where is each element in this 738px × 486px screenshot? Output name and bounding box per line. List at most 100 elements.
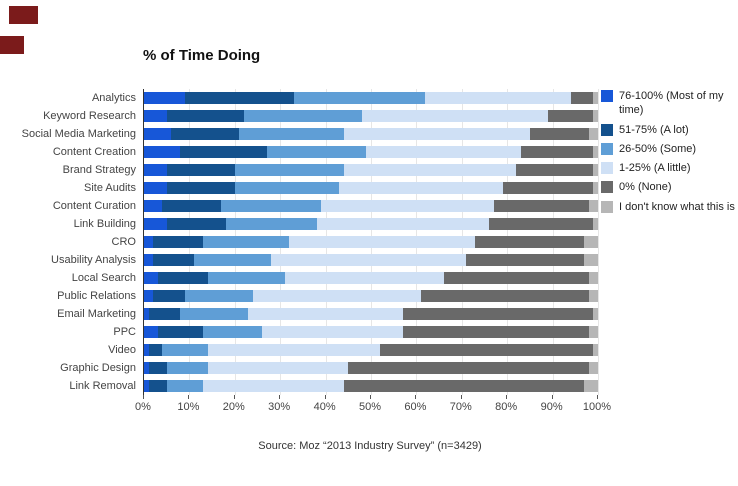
bar-segment[interactable] [502,182,594,194]
bar-segment[interactable] [588,290,598,302]
bar-segment[interactable] [153,254,194,266]
bar-segment[interactable] [166,164,235,176]
bar-segment[interactable] [252,290,421,302]
bar-segment[interactable] [144,182,167,194]
bar-segment[interactable] [593,182,598,194]
bar-segment[interactable] [321,200,494,212]
bar-segment[interactable] [203,380,344,392]
bar-segment[interactable] [144,290,154,302]
bar-segment[interactable] [144,326,158,338]
bar-segment[interactable] [203,326,263,338]
bar-segment[interactable] [489,218,594,230]
bar-segment[interactable] [157,272,208,284]
bar-segment[interactable] [466,254,585,266]
bar-segment[interactable] [593,344,598,356]
bar-segment[interactable] [361,110,549,122]
bar-segment[interactable] [148,308,181,320]
bar-segment[interactable] [593,110,598,122]
bar-segment[interactable] [593,308,598,320]
bar-segment[interactable] [266,146,367,158]
bar-segment[interactable] [144,146,181,158]
bar-segment[interactable] [166,380,203,392]
bar-segment[interactable] [548,110,594,122]
bar-segment[interactable] [425,92,571,104]
bar-segment[interactable] [153,290,185,302]
bar-segment[interactable] [184,290,253,302]
bar-segment[interactable] [144,128,172,140]
bar-segment[interactable] [420,290,589,302]
bar-segment[interactable] [184,92,294,104]
bar-segment[interactable] [443,272,589,284]
bar-segment[interactable] [221,200,322,212]
bar-segment[interactable] [225,218,317,230]
bar-segment[interactable] [588,128,598,140]
bar-segment[interactable] [193,254,272,266]
bar-segment[interactable] [144,218,167,230]
bar-segment[interactable] [593,92,598,104]
bar-segment[interactable] [493,200,589,212]
bar-segment[interactable] [339,182,503,194]
bar-segment[interactable] [166,110,244,122]
bar-segment[interactable] [144,272,158,284]
bar-segment[interactable] [162,344,208,356]
bar-segment[interactable] [593,218,598,230]
bar-segment[interactable] [144,236,154,248]
bar-segment[interactable] [593,164,598,176]
bar-segment[interactable] [316,218,490,230]
bar-segment[interactable] [207,272,285,284]
bar-segment[interactable] [144,200,163,212]
bar-segment[interactable] [380,344,594,356]
bar-segment[interactable] [157,326,203,338]
bar-segment[interactable] [166,218,226,230]
bar-segment[interactable] [584,380,598,392]
bar-segment[interactable] [520,146,594,158]
bar-segment[interactable] [144,110,167,122]
bar-segment[interactable] [588,272,598,284]
bar-segment[interactable] [343,380,585,392]
bar-segment[interactable] [234,182,340,194]
bar-segment[interactable] [144,164,167,176]
bar-segment[interactable] [144,254,154,266]
bar-segment[interactable] [144,344,149,356]
bar-segment[interactable] [584,236,598,248]
bar-segment[interactable] [148,380,167,392]
bar-segment[interactable] [293,92,426,104]
bar-segment[interactable] [166,182,235,194]
bar-segment[interactable] [366,146,521,158]
bar-segment[interactable] [588,362,598,374]
bar-segment[interactable] [207,344,381,356]
bar-segment[interactable] [248,308,403,320]
bar-segment[interactable] [153,236,204,248]
bar-segment[interactable] [570,92,594,104]
bar-segment[interactable] [529,128,589,140]
bar-segment[interactable] [402,308,594,320]
bar-segment[interactable] [239,128,344,140]
bar-segment[interactable] [171,128,240,140]
bar-segment[interactable] [243,110,362,122]
bar-segment[interactable] [588,326,598,338]
bar-segment[interactable] [148,344,163,356]
bar-segment[interactable] [588,200,598,212]
bar-segment[interactable] [144,362,149,374]
bar-segment[interactable] [148,362,167,374]
bar-segment[interactable] [593,146,598,158]
bar-segment[interactable] [475,236,585,248]
bar-segment[interactable] [402,326,589,338]
bar-segment[interactable] [180,308,249,320]
bar-segment[interactable] [584,254,598,266]
bar-segment[interactable] [144,308,149,320]
bar-segment[interactable] [289,236,476,248]
bar-segment[interactable] [262,326,403,338]
bar-segment[interactable] [203,236,290,248]
bar-segment[interactable] [284,272,444,284]
bar-segment[interactable] [271,254,467,266]
bar-segment[interactable] [144,92,185,104]
bar-segment[interactable] [343,128,530,140]
bar-segment[interactable] [348,362,589,374]
bar-segment[interactable] [516,164,594,176]
bar-segment[interactable] [144,380,149,392]
bar-segment[interactable] [234,164,344,176]
bar-segment[interactable] [180,146,267,158]
bar-segment[interactable] [162,200,222,212]
bar-segment[interactable] [207,362,349,374]
